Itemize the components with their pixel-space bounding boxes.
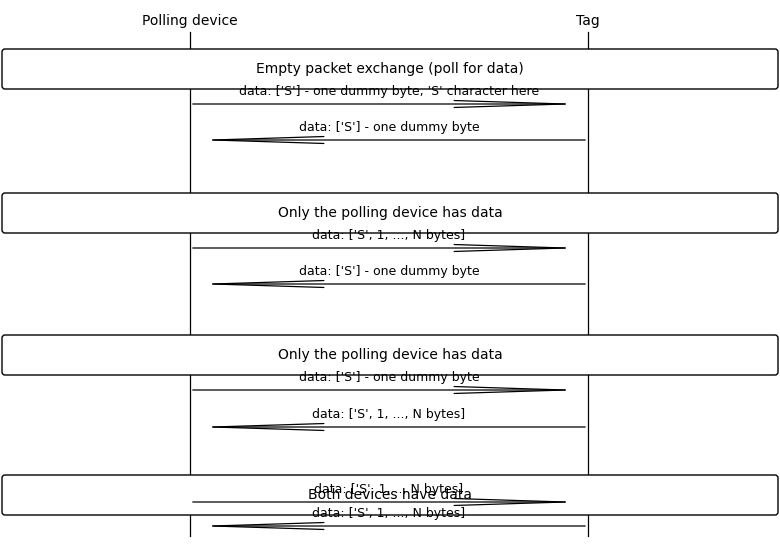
Text: Only the polling device has data: Only the polling device has data bbox=[278, 348, 502, 362]
Text: data: ['S', 1, ..., N bytes]: data: ['S', 1, ..., N bytes] bbox=[313, 408, 466, 421]
FancyBboxPatch shape bbox=[2, 193, 778, 233]
Text: Empty packet exchange (poll for data): Empty packet exchange (poll for data) bbox=[256, 62, 524, 76]
FancyBboxPatch shape bbox=[2, 335, 778, 375]
Text: data: ['S', 1, .., N bytes]: data: ['S', 1, .., N bytes] bbox=[314, 483, 463, 496]
FancyBboxPatch shape bbox=[2, 475, 778, 515]
FancyBboxPatch shape bbox=[2, 49, 778, 89]
Text: Both devices have data: Both devices have data bbox=[308, 488, 472, 502]
Text: data: ['S'] - one dummy byte: data: ['S'] - one dummy byte bbox=[299, 265, 480, 278]
Text: Polling device: Polling device bbox=[142, 14, 238, 28]
Text: data: ['S', 1, ..., N bytes]: data: ['S', 1, ..., N bytes] bbox=[313, 507, 466, 520]
Text: Tag: Tag bbox=[576, 14, 600, 28]
Text: data: ['S'] - one dummy byte: data: ['S'] - one dummy byte bbox=[299, 121, 480, 134]
Text: data: ['S'] - one dummy byte, 'S' character here: data: ['S'] - one dummy byte, 'S' charac… bbox=[239, 85, 539, 98]
Text: Only the polling device has data: Only the polling device has data bbox=[278, 206, 502, 220]
Text: data: ['S'] - one dummy byte: data: ['S'] - one dummy byte bbox=[299, 371, 480, 384]
Text: data: ['S', 1, ..., N bytes]: data: ['S', 1, ..., N bytes] bbox=[313, 229, 466, 242]
